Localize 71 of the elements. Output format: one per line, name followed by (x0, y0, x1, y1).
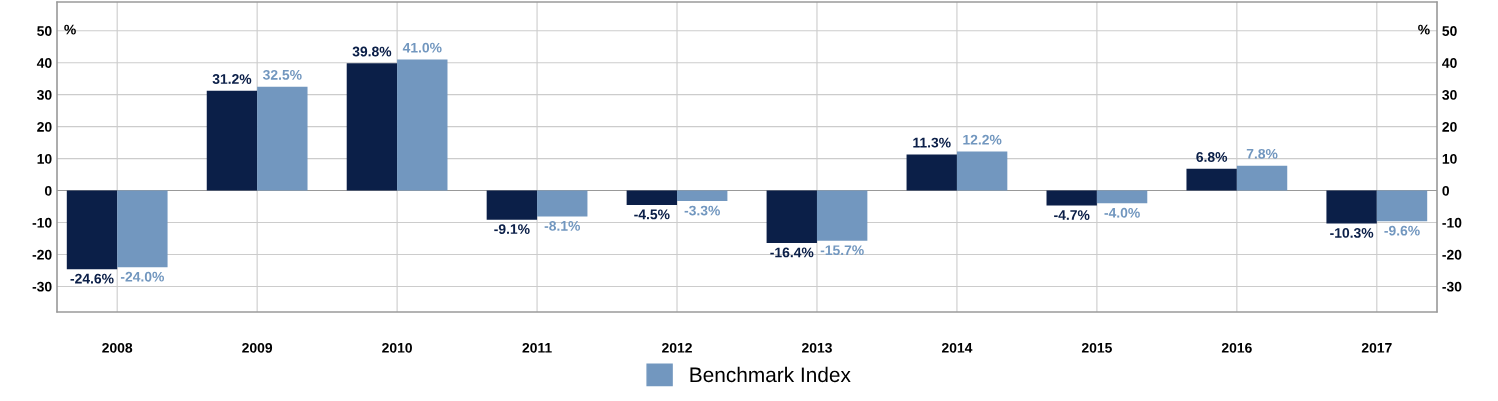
y2-tick-label: -10 (1442, 217, 1462, 228)
y-tick-label: 50 (37, 26, 52, 36)
bar (677, 190, 728, 202)
data-label: -4.0% (1104, 207, 1140, 218)
y-tick-label: 30 (37, 90, 52, 100)
y2-tick-label: 30 (1442, 90, 1457, 100)
data-label: -10.3% (1330, 228, 1374, 238)
y2-tick-label: -30 (1442, 281, 1462, 292)
bar (397, 59, 448, 191)
y-tick-label: -10 (32, 217, 52, 228)
y2-tick-label: -20 (1442, 249, 1462, 260)
x-tick-label: 2017 (1361, 342, 1392, 353)
bar (766, 190, 817, 243)
y-tick-label: -20 (32, 249, 52, 260)
bar (257, 86, 308, 191)
x-tick-label: 2013 (802, 342, 832, 353)
data-label: -8.1% (544, 220, 581, 231)
data-label: -9.6% (1384, 225, 1420, 236)
x-tick-label: 2012 (662, 342, 692, 353)
y-tick-label: 40 (36, 58, 52, 68)
x-tick-label: 2014 (941, 342, 973, 353)
bar (66, 190, 118, 270)
bar (1326, 190, 1377, 224)
data-label: -15.7% (820, 245, 864, 256)
y2-tick-label: 0 (1442, 185, 1450, 196)
bar (206, 90, 258, 191)
y2-tick-label: 40 (1442, 58, 1457, 68)
bar (626, 190, 678, 205)
data-label: 6.8% (1196, 152, 1228, 162)
y2-axis-title: % (1418, 24, 1430, 35)
y-tick-label: 10 (37, 153, 52, 164)
bar (1096, 190, 1148, 204)
x-tick-label: 2015 (1081, 342, 1112, 353)
bar (956, 151, 1008, 191)
y2-tick-label: 10 (1442, 153, 1457, 164)
data-label: -16.4% (770, 247, 814, 258)
x-tick-label: 2009 (242, 342, 273, 353)
bar (816, 190, 868, 241)
data-label: -24.0% (120, 271, 165, 282)
bar (346, 63, 398, 191)
y-tick-label: -30 (32, 281, 52, 292)
data-label: 31.2% (212, 74, 252, 84)
data-label: -3.3% (684, 205, 720, 216)
x-tick-label: 2010 (382, 342, 412, 353)
x-tick-label: 2008 (102, 342, 133, 353)
data-label: 7.8% (1246, 148, 1278, 159)
data-label: -9.1% (494, 224, 530, 235)
data-label: -24.6% (70, 273, 114, 284)
y-tick-label: 0 (44, 185, 52, 196)
data-label: 41.0% (402, 42, 442, 53)
y2-tick-label: 50 (1442, 26, 1457, 36)
bar (906, 154, 957, 191)
data-label: -4.5% (634, 209, 670, 220)
data-label: 11.3% (913, 137, 951, 148)
bar (1046, 190, 1097, 206)
y2-tick-label: 20 (1442, 121, 1457, 132)
x-tick-label: 2016 (1221, 342, 1252, 353)
bar (1236, 165, 1288, 191)
bar (117, 190, 168, 268)
y-tick-label: 20 (37, 121, 52, 132)
bar (537, 190, 588, 217)
bar (1376, 190, 1428, 222)
bar (1186, 168, 1237, 191)
data-label: 32.5% (262, 69, 302, 80)
legend-label: Benchmark Index (690, 366, 851, 383)
data-label: 39.8% (352, 46, 392, 57)
data-label: 12.2% (963, 134, 1002, 145)
data-label: -4.7% (1054, 210, 1090, 220)
x-tick-label: 2011 (522, 342, 552, 353)
bar (486, 190, 538, 220)
y-axis-title: % (64, 24, 76, 35)
